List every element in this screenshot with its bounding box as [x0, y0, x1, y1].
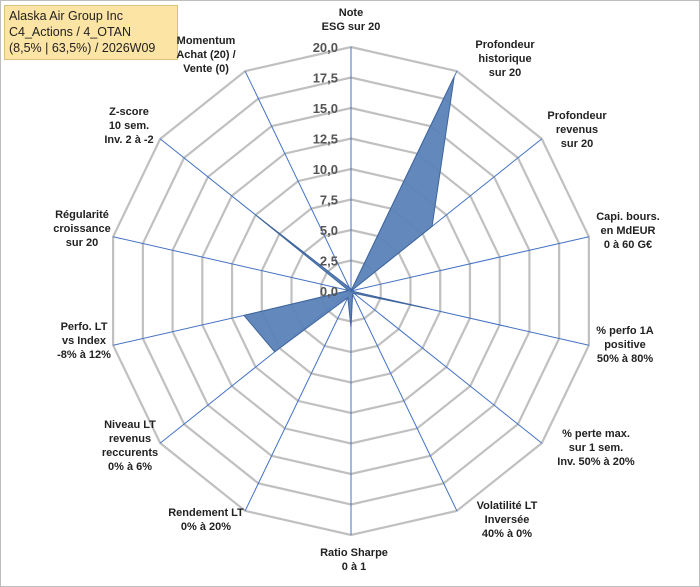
- series-area: [243, 76, 455, 353]
- axis-label-0: Note ESG sur 20: [322, 7, 381, 33]
- axis-label-line: 50% à 80%: [597, 353, 653, 365]
- axis-label-5: % perte max. sur 1 sem. Inv. 50% à 20%: [557, 428, 635, 468]
- axis-label-11: Régularité croissance sur 20: [53, 209, 110, 249]
- axis-label-12: Z-score 10 sem. Inv. 2 à -2: [104, 106, 153, 146]
- company-name: Alaska Air Group Inc: [9, 9, 123, 23]
- axis-label-line: croissance: [53, 223, 110, 235]
- radar-axis-labels: Note ESG sur 20 Profondeur historique sur 20…: [53, 7, 660, 573]
- axis-label-line: Inv. 50% à 20%: [557, 456, 635, 468]
- axis-label-line: historique: [478, 53, 531, 65]
- axis-label-line: en MdEUR: [601, 225, 656, 237]
- axis-label-line: Profondeur: [475, 39, 535, 51]
- radar-tick-labels: 0,0 2,5 5,0 7,5 10,0 12,5 15,0 17,5 20,0: [313, 40, 338, 299]
- axis-label-line: positive: [604, 339, 646, 351]
- spoke-5: [350, 290, 543, 444]
- axis-label-line: revenus: [109, 433, 151, 445]
- axis-label-line: -8% à 12%: [57, 349, 111, 361]
- axis-label-line: Vente (0): [183, 63, 229, 75]
- axis-label-line: 0% à 6%: [108, 461, 152, 473]
- axis-label-line: sur 20: [561, 138, 593, 150]
- axis-label-line: sur 20: [66, 237, 98, 249]
- spoke-6: [350, 290, 458, 512]
- axis-label-line: Z-score: [109, 106, 149, 118]
- tick-label-3: 7,5: [320, 193, 338, 208]
- tick-label-6: 15,0: [313, 101, 338, 116]
- axis-label-10: Perfo. LT vs Index -8% à 12%: [57, 321, 111, 361]
- axis-label-line: sur 20: [489, 67, 521, 79]
- axis-label-13: Momentum Achat (20) / Vente (0): [176, 35, 235, 75]
- axis-label-line: Inv. 2 à -2: [104, 134, 153, 146]
- axis-label-2: Profondeur revenus sur 20: [547, 110, 607, 150]
- axis-label-line: 40% à 0%: [482, 528, 532, 540]
- radar-series: [243, 76, 455, 353]
- axis-label-line: Niveau LT: [104, 419, 156, 431]
- axis-label-line: Profondeur: [547, 110, 607, 122]
- axis-label-line: Régularité: [55, 209, 109, 221]
- axis-label-line: Inversée: [485, 514, 530, 526]
- axis-label-9: Niveau LT revenus reccurents 0% à 6%: [102, 419, 158, 473]
- axis-label-line: Volatilité LT: [477, 500, 538, 512]
- spoke-11: [113, 236, 352, 292]
- axis-label-line: 10 sem.: [109, 120, 149, 132]
- axis-label-line: Achat (20) /: [176, 49, 235, 61]
- axis-label-line: Perfo. LT: [61, 321, 108, 333]
- axis-label-3: Capi. bours. en MdEUR 0 à 60 G€: [596, 211, 660, 251]
- axis-label-line: Ratio Sharpe: [320, 547, 388, 559]
- axis-label-line: 0% à 20%: [181, 521, 231, 533]
- axis-label-6: Volatilité LT Inversée 40% à 0%: [477, 500, 538, 540]
- tick-label-4: 10,0: [313, 162, 338, 177]
- spoke-13: [244, 70, 352, 292]
- tick-label-5: 12,5: [313, 132, 338, 147]
- axis-label-line: Note: [339, 7, 363, 19]
- axis-label-line: revenus: [556, 124, 598, 136]
- axis-label-1: Profondeur historique sur 20: [475, 39, 535, 79]
- axis-label-line: 0 à 60 G€: [604, 239, 652, 251]
- axis-label-line: 0 à 1: [342, 561, 366, 573]
- category-label: C4_Actions / 4_OTAN: [9, 25, 132, 39]
- axis-label-line: Rendement LT: [168, 507, 244, 519]
- tick-label-2: 5,0: [320, 223, 338, 238]
- tick-label-7: 17,5: [313, 71, 338, 86]
- axis-label-line: Momentum: [177, 35, 236, 47]
- spoke-8: [244, 290, 352, 512]
- metrics-label: (8,5% | 63,5%) / 2026W09: [9, 41, 156, 55]
- info-box: Alaska Air Group Inc C4_Actions / 4_OTAN…: [4, 5, 178, 60]
- axis-label-line: Capi. bours.: [596, 211, 660, 223]
- axis-label-line: % perte max.: [562, 428, 630, 440]
- axis-label-line: ESG sur 20: [322, 21, 381, 33]
- axis-label-8: Rendement LT 0% à 20%: [168, 507, 244, 533]
- tick-label-1: 2,5: [320, 254, 338, 269]
- axis-label-line: reccurents: [102, 447, 158, 459]
- axis-label-4: % perfo 1A positive 50% à 80%: [596, 325, 654, 365]
- axis-label-line: sur 1 sem.: [569, 442, 623, 454]
- axis-label-line: vs Index: [62, 335, 107, 347]
- axis-label-7: Ratio Sharpe 0 à 1: [320, 547, 388, 573]
- axis-label-line: % perfo 1A: [596, 325, 654, 337]
- spoke-3: [350, 236, 589, 292]
- tick-label-8: 20,0: [313, 40, 338, 55]
- tick-label-0: 0,0: [320, 284, 338, 299]
